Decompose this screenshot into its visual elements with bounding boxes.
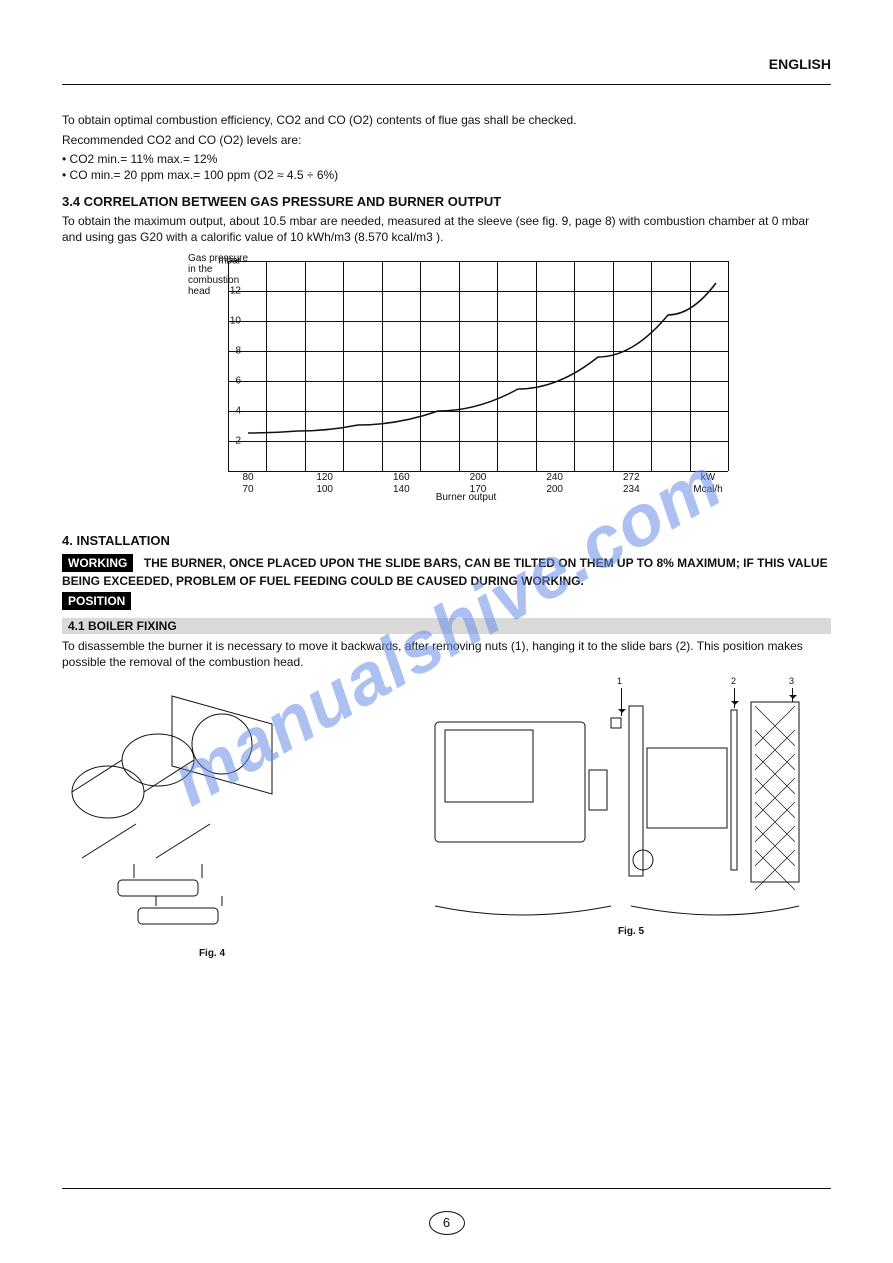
figure-4-svg [62,674,362,944]
gas-pressure-chart: Gas pressure in the combustion head Burn… [186,253,746,515]
bottom-rule [62,1188,831,1189]
figure-4-caption: Fig. 4 [62,948,362,959]
chart-curve [228,261,728,471]
working-warn: THE BURNER, ONCE PLACED UPON THE SLIDE B… [62,556,828,588]
callout-1: 1 [617,676,622,686]
figure-5-caption: Fig. 5 [431,926,831,937]
figure-5: 1 2 3 Fig. 5 [431,674,831,974]
chart-title: 3.4 CORRELATION BETWEEN GAS PRESSURE AND… [62,194,831,209]
callout-3-arrow [792,688,793,702]
intro-co: • CO min.= 20 ppm max.= 100 ppm (O2 ≈ 4.… [62,168,831,184]
position-label: POSITION [62,592,131,610]
page-number-wrap: 6 [0,1211,893,1235]
figures-row: Fig. 4 [62,674,831,974]
page-number: 6 [429,1211,465,1235]
boiler-fixing-bar: 4.1 BOILER FIXING [62,618,831,634]
intro-p1: To obtain optimal combustion efficiency,… [62,112,831,128]
top-rule [62,84,831,85]
callout-3: 3 [789,676,794,686]
figure-5-svg [431,674,831,924]
working-label: WORKING [62,554,133,572]
callout-2-arrow [734,688,735,708]
intro-co2: • CO2 min.= 11% max.= 12% [62,152,831,168]
callout-2: 2 [731,676,736,686]
chart-desc: To obtain the maximum output, about 10.5… [62,213,831,245]
figure-4: Fig. 4 [62,674,362,974]
callout-1-arrow [621,688,622,716]
intro-p2: Recommended CO2 and CO (O2) levels are: [62,132,831,148]
boiler-fixing-text: To disassemble the burner it is necessar… [62,638,831,670]
header-language: ENGLISH [769,56,831,72]
body: To obtain optimal combustion efficiency,… [62,108,831,1173]
install-head: 4. INSTALLATION [62,533,831,548]
x-axis-label: Burner output [186,492,746,503]
